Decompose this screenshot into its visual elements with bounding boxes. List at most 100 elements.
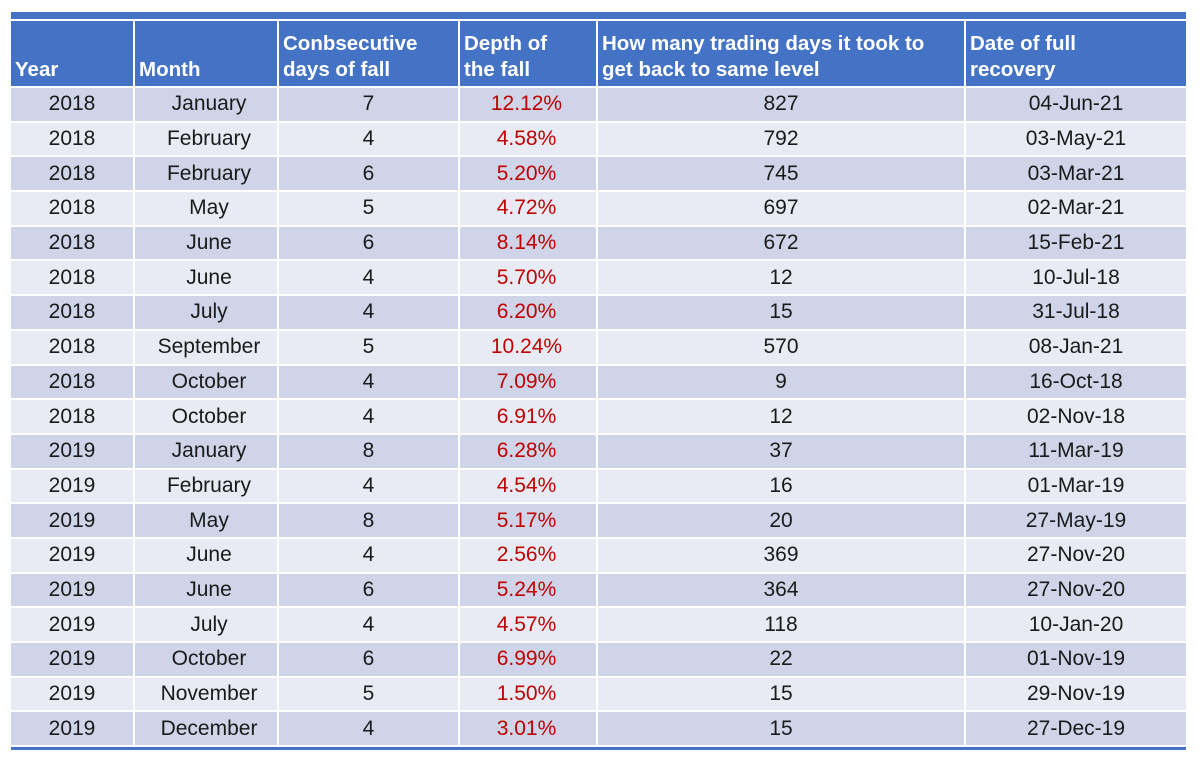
cell-month: February bbox=[135, 157, 277, 191]
cell-trading-days: 118 bbox=[598, 608, 964, 641]
table-header-row: Year Month Conbsecutive days of fall Dep… bbox=[11, 21, 1186, 86]
table-row: 2019 May 8 5.17% 20 27-May-19 bbox=[11, 504, 1186, 537]
cell-month: November bbox=[135, 677, 277, 711]
cell-recovery-date: 10-Jan-20 bbox=[966, 608, 1186, 641]
cell-consecutive-days: 5 bbox=[279, 192, 458, 225]
cell-depth-of-fall: 6.99% bbox=[460, 643, 596, 676]
table-row: 2018 September 5 10.24% 570 08-Jan-21 bbox=[11, 330, 1186, 364]
cell-trading-days: 15 bbox=[598, 712, 964, 746]
cell-month: July bbox=[135, 296, 277, 329]
cell-depth-of-fall: 1.50% bbox=[460, 677, 596, 711]
cell-recovery-date: 02-Mar-21 bbox=[966, 192, 1186, 225]
cell-recovery-date: 03-Mar-21 bbox=[966, 157, 1186, 191]
cell-depth-of-fall: 4.54% bbox=[460, 469, 596, 503]
cell-month: June bbox=[135, 226, 277, 260]
cell-year: 2019 bbox=[11, 643, 133, 676]
cell-depth-of-fall: 3.01% bbox=[460, 712, 596, 746]
cell-trading-days: 15 bbox=[598, 296, 964, 329]
cell-month: May bbox=[135, 192, 277, 225]
cell-month: September bbox=[135, 330, 277, 364]
cell-year: 2018 bbox=[11, 226, 133, 260]
cell-recovery-date: 27-Dec-19 bbox=[966, 712, 1186, 746]
cell-month: October bbox=[135, 365, 277, 399]
table-row: 2019 November 5 1.50% 15 29-Nov-19 bbox=[11, 677, 1186, 711]
cell-recovery-date: 01-Mar-19 bbox=[966, 469, 1186, 503]
cell-trading-days: 12 bbox=[598, 261, 964, 295]
cell-consecutive-days: 4 bbox=[279, 365, 458, 399]
cell-consecutive-days: 8 bbox=[279, 434, 458, 468]
cell-consecutive-days: 4 bbox=[279, 608, 458, 641]
cell-year: 2019 bbox=[11, 608, 133, 641]
table-bottom-border bbox=[11, 747, 1186, 751]
cell-year: 2018 bbox=[11, 296, 133, 329]
col-header-trading-days-to-recover: How many trading days it took to get bac… bbox=[598, 21, 964, 86]
cell-consecutive-days: 4 bbox=[279, 712, 458, 746]
table-row: 2019 January 8 6.28% 37 11-Mar-19 bbox=[11, 434, 1186, 468]
cell-consecutive-days: 4 bbox=[279, 296, 458, 329]
cell-month: February bbox=[135, 122, 277, 156]
cell-recovery-date: 31-Jul-18 bbox=[966, 296, 1186, 329]
cell-month: December bbox=[135, 712, 277, 746]
cell-month: May bbox=[135, 504, 277, 537]
cell-depth-of-fall: 10.24% bbox=[460, 330, 596, 364]
cell-month: January bbox=[135, 434, 277, 468]
table-body: 2018 January 7 12.12% 827 04-Jun-21 2018… bbox=[11, 88, 1186, 746]
cell-trading-days: 20 bbox=[598, 504, 964, 537]
cell-consecutive-days: 6 bbox=[279, 226, 458, 260]
cell-depth-of-fall: 5.20% bbox=[460, 157, 596, 191]
cell-depth-of-fall: 6.28% bbox=[460, 434, 596, 468]
cell-month: October bbox=[135, 400, 277, 433]
table-row: 2019 October 6 6.99% 22 01-Nov-19 bbox=[11, 643, 1186, 676]
cell-trading-days: 792 bbox=[598, 122, 964, 156]
cell-depth-of-fall: 4.72% bbox=[460, 192, 596, 225]
cell-month: October bbox=[135, 643, 277, 676]
cell-year: 2018 bbox=[11, 88, 133, 121]
table-row: 2018 February 6 5.20% 745 03-Mar-21 bbox=[11, 157, 1186, 191]
cell-depth-of-fall: 5.24% bbox=[460, 573, 596, 607]
cell-consecutive-days: 6 bbox=[279, 643, 458, 676]
cell-trading-days: 364 bbox=[598, 573, 964, 607]
cell-recovery-date: 27-May-19 bbox=[966, 504, 1186, 537]
cell-consecutive-days: 6 bbox=[279, 157, 458, 191]
cell-consecutive-days: 4 bbox=[279, 469, 458, 503]
table-row: 2018 June 4 5.70% 12 10-Jul-18 bbox=[11, 261, 1186, 295]
cell-consecutive-days: 6 bbox=[279, 573, 458, 607]
table-row: 2018 July 4 6.20% 15 31-Jul-18 bbox=[11, 296, 1186, 329]
cell-trading-days: 570 bbox=[598, 330, 964, 364]
cell-year: 2018 bbox=[11, 122, 133, 156]
table-row: 2019 July 4 4.57% 118 10-Jan-20 bbox=[11, 608, 1186, 641]
cell-depth-of-fall: 12.12% bbox=[460, 88, 596, 121]
col-header-month: Month bbox=[135, 21, 277, 86]
cell-month: June bbox=[135, 538, 277, 572]
cell-consecutive-days: 5 bbox=[279, 677, 458, 711]
table-row: 2018 October 4 7.09% 9 16-Oct-18 bbox=[11, 365, 1186, 399]
cell-trading-days: 12 bbox=[598, 400, 964, 433]
cell-trading-days: 672 bbox=[598, 226, 964, 260]
cell-year: 2018 bbox=[11, 330, 133, 364]
cell-recovery-date: 29-Nov-19 bbox=[966, 677, 1186, 711]
cell-recovery-date: 01-Nov-19 bbox=[966, 643, 1186, 676]
table-row: 2018 January 7 12.12% 827 04-Jun-21 bbox=[11, 88, 1186, 121]
table-row: 2019 December 4 3.01% 15 27-Dec-19 bbox=[11, 712, 1186, 746]
table-row: 2018 May 5 4.72% 697 02-Mar-21 bbox=[11, 192, 1186, 225]
table-row: 2019 February 4 4.54% 16 01-Mar-19 bbox=[11, 469, 1186, 503]
cell-depth-of-fall: 2.56% bbox=[460, 538, 596, 572]
cell-recovery-date: 03-May-21 bbox=[966, 122, 1186, 156]
cell-month: July bbox=[135, 608, 277, 641]
cell-trading-days: 37 bbox=[598, 434, 964, 468]
cell-consecutive-days: 4 bbox=[279, 122, 458, 156]
cell-consecutive-days: 4 bbox=[279, 400, 458, 433]
cell-year: 2019 bbox=[11, 677, 133, 711]
cell-trading-days: 15 bbox=[598, 677, 964, 711]
cell-trading-days: 16 bbox=[598, 469, 964, 503]
cell-consecutive-days: 5 bbox=[279, 330, 458, 364]
cell-year: 2018 bbox=[11, 400, 133, 433]
cell-year: 2018 bbox=[11, 157, 133, 191]
cell-depth-of-fall: 8.14% bbox=[460, 226, 596, 260]
cell-depth-of-fall: 6.91% bbox=[460, 400, 596, 433]
table-row: 2019 June 4 2.56% 369 27-Nov-20 bbox=[11, 538, 1186, 572]
cell-depth-of-fall: 5.70% bbox=[460, 261, 596, 295]
table-row: 2018 October 4 6.91% 12 02-Nov-18 bbox=[11, 400, 1186, 433]
cell-depth-of-fall: 4.58% bbox=[460, 122, 596, 156]
